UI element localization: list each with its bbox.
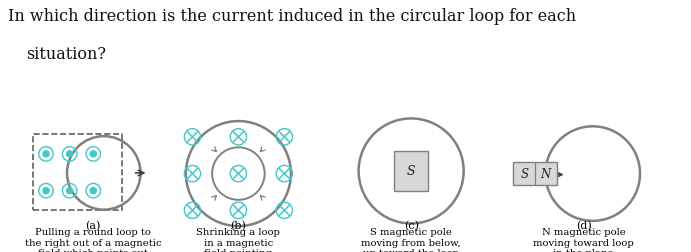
Text: situation?: situation? [26, 45, 106, 62]
Bar [33, 135, 122, 210]
Circle shape [91, 188, 96, 194]
Text: In which direction is the current induced in the circular loop for each: In which direction is the current induce… [8, 8, 576, 24]
Circle shape [43, 188, 49, 194]
Text: Shrinking a loop
in a magnetic
field pointing
into the page: Shrinking a loop in a magnetic field poi… [196, 228, 281, 252]
Circle shape [66, 151, 73, 157]
Text: S: S [520, 167, 529, 180]
FancyBboxPatch shape [513, 163, 557, 185]
Text: (d): (d) [576, 220, 591, 230]
Text: Pulling a round loop to
the right out of a magnetic
field which points out
of th: Pulling a round loop to the right out of… [25, 228, 162, 252]
Circle shape [43, 151, 49, 157]
Text: N magnetic pole
moving toward loop
in the plane
of the page: N magnetic pole moving toward loop in th… [533, 228, 634, 252]
Text: (b): (b) [231, 220, 246, 230]
Text: (c): (c) [404, 220, 419, 230]
Text: S magnetic pole
moving from below,
up toward the loop: S magnetic pole moving from below, up to… [361, 228, 461, 252]
Circle shape [91, 151, 96, 157]
FancyBboxPatch shape [394, 152, 428, 191]
Text: (a): (a) [86, 220, 101, 230]
Text: S: S [407, 164, 415, 177]
Text: N: N [540, 167, 551, 180]
Circle shape [66, 188, 73, 194]
